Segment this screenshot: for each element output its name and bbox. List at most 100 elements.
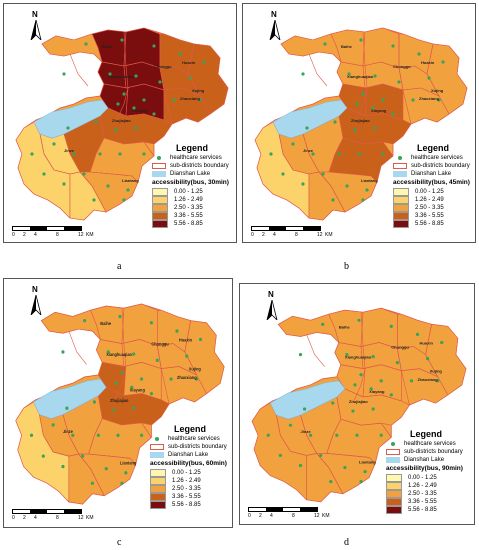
place-name-label: Xianghuaqiao bbox=[345, 355, 372, 360]
legend-class-row: 0.00 - 1.25 bbox=[152, 188, 229, 196]
class-label: 0.00 - 1.25 bbox=[408, 475, 437, 481]
sub-district-boundary bbox=[342, 83, 440, 97]
place-name-label: Jinze bbox=[301, 429, 312, 434]
class-label: 0.00 - 1.25 bbox=[174, 189, 203, 195]
place-name-label: Chonggu bbox=[393, 64, 411, 69]
healthcare-service-point bbox=[371, 106, 375, 110]
healthcare-service-point bbox=[71, 433, 75, 437]
legend-healthcare-label: healthcare services bbox=[404, 441, 456, 447]
healthcare-service-point bbox=[61, 464, 65, 469]
healthcare-service-point bbox=[120, 38, 124, 42]
healthcare-service-point bbox=[61, 350, 65, 354]
healthcare-service-point bbox=[331, 198, 335, 202]
scale-tick-label: 2 bbox=[259, 513, 262, 519]
class-label: 2.50 - 3.35 bbox=[174, 205, 203, 211]
scale-bar: 0 2 4 8 12 KM bbox=[248, 507, 330, 521]
healthcare-service-point bbox=[152, 44, 156, 48]
sub-district-boundary bbox=[425, 324, 438, 377]
legend-healthcare-symbol bbox=[386, 441, 400, 447]
map-panel-a: Baihe Chonggu Huaxin Xianghuaqiao Xujing Zhao… bbox=[3, 3, 237, 243]
place-name-label: Jinze bbox=[64, 148, 75, 153]
healthcare-service-point bbox=[140, 433, 144, 437]
legend-lake-label: Dianshan Lake bbox=[170, 171, 211, 177]
healthcare-service-point bbox=[373, 74, 377, 78]
class-label: 1.26 - 2.49 bbox=[408, 483, 437, 489]
scale-tick-label: 4 bbox=[273, 232, 276, 238]
sub-district-boundary bbox=[328, 171, 372, 177]
place-name-label: Zhujiajiao bbox=[112, 118, 131, 123]
scale-tick-label: 4 bbox=[270, 513, 273, 519]
place-name-label: Zhujiajiao bbox=[110, 398, 129, 403]
legend-class-row: 3.36 - 5.55 bbox=[150, 493, 227, 501]
place-name-label: Huaxin bbox=[179, 337, 193, 342]
healthcare-service-point bbox=[108, 72, 112, 76]
sub-district-boundary bbox=[276, 415, 317, 456]
sub-district-boundary bbox=[107, 107, 165, 121]
scale-tick-label: 2 bbox=[262, 232, 265, 238]
place-name-label: Zhujiajiao bbox=[351, 118, 370, 123]
healthcare-service-point bbox=[441, 60, 445, 64]
legend-class-row: 0.00 - 1.25 bbox=[150, 469, 227, 477]
place-name-label: Jinze bbox=[63, 429, 74, 434]
legend-lake-symbol bbox=[393, 171, 407, 177]
sub-district bbox=[40, 309, 101, 341]
legend-class-row: 1.26 - 2.49 bbox=[150, 477, 227, 485]
legend-class-row: 5.56 - 8.85 bbox=[150, 501, 227, 509]
legend-boundary-symbol bbox=[152, 163, 166, 169]
sub-district-boundary bbox=[340, 418, 392, 438]
class-swatch bbox=[386, 506, 402, 514]
sub-district-boundary bbox=[328, 115, 344, 173]
legend-boundary-label: sub-districts boundary bbox=[170, 163, 229, 169]
scale-tick-label: 0 bbox=[248, 513, 251, 519]
place-name-label: Xiayang bbox=[371, 108, 387, 113]
sub-district-boundary bbox=[397, 314, 410, 406]
healthcare-service-point bbox=[120, 481, 124, 485]
healthcare-service-point bbox=[359, 373, 363, 377]
place-name-label: Xiayang bbox=[132, 108, 148, 113]
sub-district-boundary bbox=[426, 43, 440, 97]
place-name-label: Huaxin bbox=[421, 60, 435, 65]
legend-class-row: 5.56 - 8.85 bbox=[386, 506, 463, 514]
place-name-label: Zhaoxiang bbox=[419, 96, 440, 101]
map-geometry: Baihe Chonggu Huaxin Xianghuaqiao Xujing Zhao… bbox=[251, 307, 467, 503]
healthcare-service-point bbox=[172, 98, 176, 102]
scale-tick-label: 12 bbox=[314, 513, 320, 519]
healthcare-service-point bbox=[389, 324, 393, 328]
legend-lake-symbol bbox=[152, 171, 166, 177]
place-name-label: Liantang bbox=[361, 178, 378, 183]
scale-tick-label: 8 bbox=[292, 513, 295, 519]
choropleth-map-c: Baihe Chonggu Huaxin Xianghuaqiao Xujing Zhao… bbox=[15, 303, 225, 505]
place-name-label: Xianghuaqiao bbox=[347, 74, 374, 79]
north-arrow-icon bbox=[269, 20, 281, 40]
healthcare-service-point bbox=[379, 379, 383, 383]
healthcare-service-point bbox=[337, 152, 341, 156]
legend-class-row: 3.36 - 5.55 bbox=[152, 212, 229, 220]
healthcare-service-point bbox=[319, 453, 323, 458]
legend-class-row: 3.36 - 5.55 bbox=[393, 212, 470, 220]
healthcare-service-point bbox=[379, 433, 383, 437]
sub-district-boundary bbox=[102, 362, 197, 376]
class-swatch bbox=[393, 188, 409, 196]
healthcare-service-point bbox=[323, 42, 327, 46]
healthcare-service-point bbox=[122, 198, 126, 202]
legend-boundary-symbol bbox=[386, 449, 400, 455]
scale-tick-label: 0 bbox=[12, 232, 15, 238]
class-label: 1.26 - 2.49 bbox=[415, 197, 444, 203]
legend-lake-label: Dianshan Lake bbox=[411, 171, 452, 177]
place-name-label: Zhaoxiang bbox=[177, 375, 197, 380]
place-name-label: Zhujiajiao bbox=[349, 399, 368, 404]
healthcare-service-point bbox=[353, 383, 357, 387]
scale-bar: 0 2 4 8 12 KM bbox=[12, 509, 94, 523]
caption-c: c bbox=[117, 537, 122, 548]
healthcare-service-point bbox=[395, 361, 399, 365]
class-label: 1.26 - 2.49 bbox=[174, 197, 203, 203]
sub-district-boundary bbox=[278, 133, 320, 175]
legend-boundary-label: sub-districts boundary bbox=[411, 163, 470, 169]
sub-district-boundary bbox=[340, 364, 438, 378]
healthcare-service-point bbox=[427, 76, 431, 80]
healthcare-service-point bbox=[185, 354, 189, 358]
sub-district bbox=[280, 33, 342, 64]
healthcare-service-point bbox=[198, 98, 202, 102]
sub-district-boundary bbox=[89, 171, 133, 177]
place-name-label: Liantang bbox=[359, 459, 376, 464]
